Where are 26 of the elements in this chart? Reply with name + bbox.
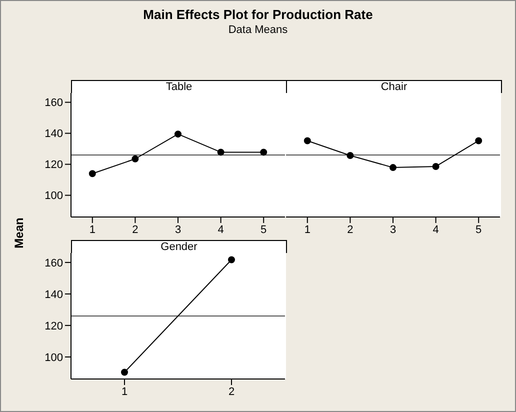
chart-title: Main Effects Plot for Production Rate (142, 7, 374, 22)
y-tick-label: 100 (44, 190, 63, 202)
y-tick-label: 120 (44, 159, 63, 172)
y-axis-title: Mean (12, 218, 26, 248)
x-tick-label: 4 (432, 224, 439, 236)
x-tick-label: 5 (260, 224, 267, 236)
y-tick-label: 100 (44, 352, 63, 364)
x-tick-label: 3 (390, 224, 396, 236)
x-tick-label: 1 (304, 224, 310, 236)
legend-title: Chair (286, 80, 502, 93)
x-tick-label: 1 (121, 386, 128, 398)
x-tick-label: 2 (228, 386, 235, 398)
y-tick-label: 140 (44, 128, 63, 140)
y-tick-label: 140 (44, 288, 63, 301)
x-tick-label: 2 (132, 224, 138, 236)
y-tick-label: 120 (44, 320, 63, 332)
x-tick-label: 3 (174, 224, 182, 236)
x-tick-label: 2 (347, 224, 354, 236)
x-tick-label: 5 (476, 224, 482, 236)
legend-title: Gender (71, 240, 287, 253)
chart-subtitle: Data Means (227, 24, 289, 36)
legend-title: Table (71, 80, 287, 93)
x-tick-label: 1 (89, 224, 96, 236)
y-tick-label: 160 (44, 257, 63, 270)
y-tick-label: 160 (44, 97, 63, 110)
x-tick-label: 4 (218, 224, 224, 236)
